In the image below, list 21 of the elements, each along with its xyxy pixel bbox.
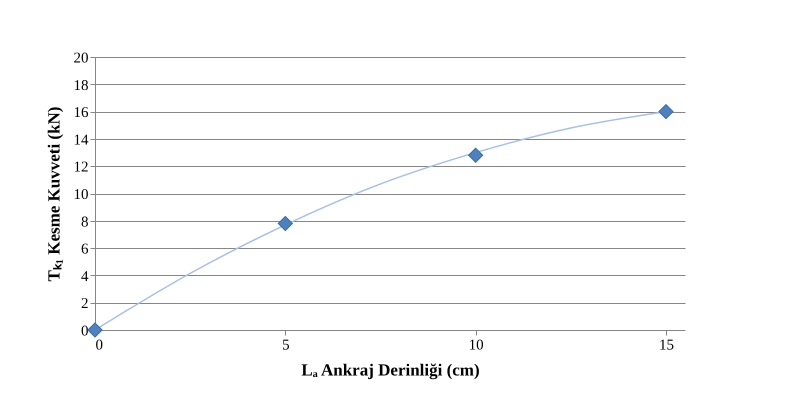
y-tick-label: 0 xyxy=(81,324,88,340)
point xyxy=(87,322,103,338)
point xyxy=(468,148,484,163)
y-tick-label: 10 xyxy=(74,187,88,203)
x-tick-label: 5 xyxy=(282,338,290,354)
point xyxy=(658,104,674,120)
x-tick-label: 15 xyxy=(658,338,674,354)
y-tick-label: 2 xyxy=(81,296,88,312)
x-tick-label: 10 xyxy=(468,338,484,354)
x-tick-label: 0 xyxy=(96,338,103,354)
y-tick-label: 16 xyxy=(74,105,89,122)
point xyxy=(278,216,293,232)
y-axis-title: Tₖ₁ Kesme Kuvveti (kN) xyxy=(44,106,64,282)
y-tick-label: 20 xyxy=(74,50,88,66)
y-tick-label: 4 xyxy=(81,268,89,285)
x-axis-title: Lₐ Ankraj Derinliği (cm) xyxy=(301,360,480,380)
y-tick-label: 14 xyxy=(74,132,89,148)
y-tick-label: 18 xyxy=(74,78,88,94)
y-tick-label: 6 xyxy=(81,242,89,258)
y-tick-label: 12 xyxy=(74,160,88,176)
y-tick-label: 8 xyxy=(81,214,88,230)
